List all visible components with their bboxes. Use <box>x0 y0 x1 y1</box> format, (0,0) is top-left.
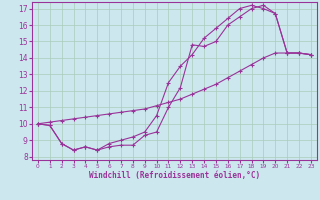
X-axis label: Windchill (Refroidissement éolien,°C): Windchill (Refroidissement éolien,°C) <box>89 171 260 180</box>
